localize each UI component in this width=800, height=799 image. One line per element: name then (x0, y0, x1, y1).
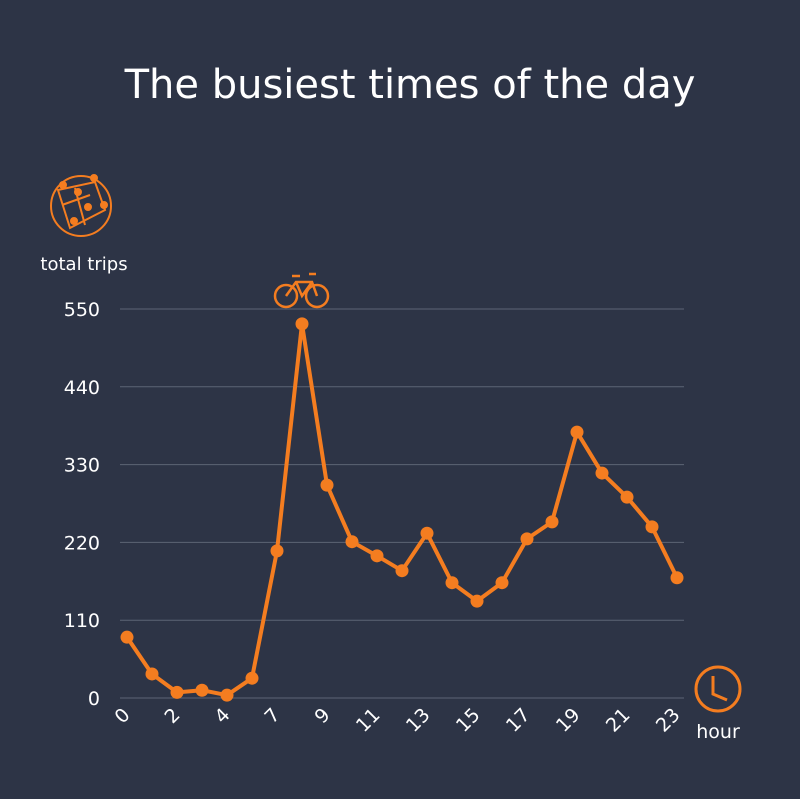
point (370, 549, 384, 563)
point (520, 532, 534, 546)
point (420, 526, 434, 540)
point (620, 490, 634, 504)
point (170, 685, 184, 699)
point (570, 425, 584, 439)
point (470, 594, 484, 608)
point (145, 667, 159, 681)
point (120, 630, 134, 644)
y-tick-label: 220 (64, 532, 100, 554)
point (495, 576, 509, 590)
point (270, 544, 284, 558)
map-icon (50, 174, 112, 237)
point (645, 520, 659, 534)
y-tick-label: 550 (64, 299, 100, 321)
y-tick-label: 440 (64, 377, 100, 399)
clock-icon (694, 665, 742, 713)
y-tick-label: 330 (64, 455, 100, 477)
y-tick-label: 110 (64, 610, 100, 632)
x-axis-label: hour (696, 721, 740, 743)
point (320, 478, 334, 492)
point (345, 535, 359, 549)
point (595, 466, 609, 480)
point (195, 683, 209, 697)
point (545, 515, 559, 529)
point (395, 564, 409, 578)
point (670, 571, 684, 585)
y-axis-label: total trips (40, 254, 127, 275)
chart-title: The busiest times of the day (124, 62, 696, 108)
point (220, 688, 234, 702)
bike-icon (273, 272, 330, 309)
point (295, 317, 309, 331)
y-tick-label: 0 (88, 688, 100, 710)
point (245, 671, 259, 685)
point (445, 576, 459, 590)
